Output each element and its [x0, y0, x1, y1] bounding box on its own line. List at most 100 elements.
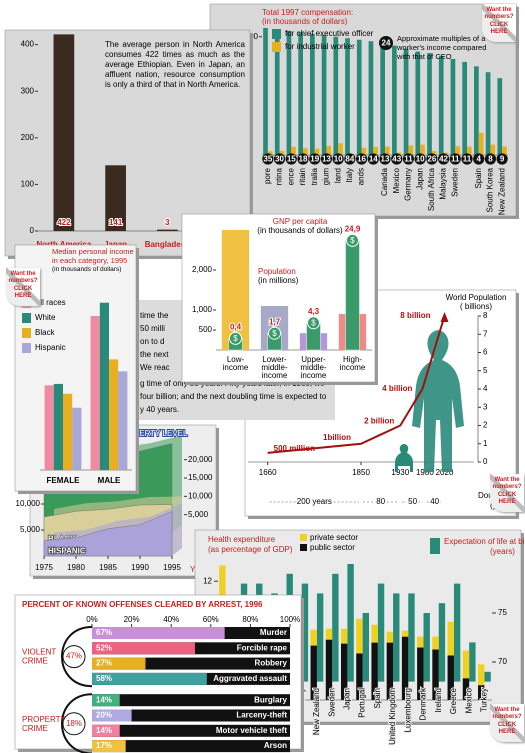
health-bar: [447, 655, 454, 700]
multiple-badge: [309, 153, 321, 165]
value-label: 58%: [96, 674, 112, 683]
bar: [431, 151, 437, 155]
x-tick-label: Spain: [373, 688, 382, 708]
multiple-label: 19: [310, 155, 319, 164]
bar: [326, 145, 332, 155]
doubling-label: 200 years: [297, 497, 332, 506]
paragraph-line: on to d: [140, 337, 164, 346]
bar: [274, 29, 280, 156]
annotation: 500 million: [274, 444, 315, 453]
x-tick-label: Italy: [345, 168, 354, 183]
chart-title: PERCENT OF KNOWN OFFENSES CLEARED BY ARR…: [22, 600, 263, 609]
bar: [474, 66, 479, 155]
bar: [92, 740, 126, 753]
health-bar: [356, 653, 363, 700]
x-tick-label: Greece: [449, 687, 458, 714]
x-tick-label: Japan: [415, 168, 424, 190]
health-bar: [447, 621, 454, 656]
bar: [392, 45, 397, 156]
category-label: Larceny-theft: [236, 711, 287, 720]
chart-title: Health expenditure: [208, 535, 276, 544]
button-link[interactable]: CLICK HERE: [13, 286, 33, 299]
coin-symbol: $: [272, 329, 277, 338]
chart-title: W POVERTY LEVEL: [113, 429, 188, 438]
legend-badge: [379, 36, 393, 50]
x-tick-label: ritain: [298, 168, 307, 185]
gnp-label: 24,9: [345, 225, 361, 234]
bar: [92, 657, 146, 670]
annotation: 8 billion: [400, 311, 430, 320]
multiple-label: 9: [500, 155, 505, 164]
life-bar: [453, 583, 461, 682]
bar: [118, 371, 128, 470]
health-bar: [371, 624, 378, 643]
gnp-label: 0,4: [230, 323, 242, 332]
x-tick-label: New Zealand: [497, 168, 506, 215]
numbers-button[interactable]: Want the numbers? CLICK HERE: [482, 4, 516, 42]
health-bar: [401, 630, 409, 637]
bar: [44, 385, 54, 470]
annotation: 2 billion: [364, 417, 394, 426]
multiple-label: 11: [451, 155, 460, 164]
x-tick-label: 0%: [86, 615, 98, 624]
bar-track: [92, 694, 290, 707]
multiple-badge: [273, 153, 286, 165]
x-tick-label: Denmark: [419, 687, 428, 720]
paragraph-line: the next: [140, 350, 169, 359]
health-bar: [417, 636, 424, 648]
x-tick-label: Canada: [380, 167, 389, 196]
x-tick-label: tralia: [310, 167, 319, 185]
bar: [90, 316, 100, 470]
group-circle: [62, 712, 86, 736]
health-bar: [462, 650, 470, 679]
x-tick-label: Spain: [474, 168, 483, 188]
y-tick-label: 2: [483, 421, 488, 430]
bar: [286, 30, 292, 155]
legend-swatch: [300, 544, 307, 551]
bar: [92, 709, 132, 722]
x-tick-label: Turkey: [479, 688, 488, 712]
doubling-label: 50: [408, 497, 417, 506]
y-tick-label: 1,000: [192, 305, 213, 314]
legend-badge-label: 24: [382, 39, 391, 48]
y-tick-label: 7: [483, 329, 488, 338]
multiple-label: 14: [369, 155, 378, 164]
bar: [455, 146, 460, 155]
legend-swatch: [22, 343, 31, 353]
numbers-button[interactable]: Want the numbers? CLICK HERE: [6, 268, 40, 306]
life-bar: [377, 583, 385, 682]
numbers-button[interactable]: Want the numbers? CLICK HERE: [490, 704, 524, 742]
bar: [298, 32, 303, 155]
multiple-badge: [496, 153, 508, 165]
bar: [53, 34, 75, 231]
bar: [420, 144, 425, 155]
button-link[interactable]: CLICK HERE: [497, 722, 517, 735]
life-bar: [469, 642, 476, 682]
button-link[interactable]: CLICK HERE: [497, 492, 517, 505]
multiple-badge: [355, 153, 368, 165]
bar: [490, 144, 496, 155]
population-subtitle: (in millions): [258, 276, 299, 285]
y-tick-label: 0: [30, 226, 35, 235]
panel: [181, 213, 376, 383]
y-tick-label: 400: [21, 40, 35, 49]
legend-swatch: [272, 29, 281, 39]
health-bar: [401, 636, 409, 700]
multiple-label: 30: [275, 155, 284, 164]
bar: [92, 672, 207, 685]
multiple-badge: [332, 153, 344, 165]
x-tick-label: 40%: [163, 615, 179, 624]
annotation: 1billion: [323, 433, 351, 442]
bar: [467, 146, 472, 155]
button-link[interactable]: CLICK HERE: [489, 22, 509, 35]
multiple-label: 10: [334, 155, 343, 164]
bar: [279, 150, 285, 155]
multiple-badge: [449, 153, 461, 165]
numbers-button[interactable]: Want the numbers? CLICK HERE: [490, 474, 524, 512]
series-label: HISPANIC: [48, 546, 86, 555]
health-bar: [325, 639, 333, 700]
multiple-badge: [297, 153, 309, 165]
value-label: 141: [109, 218, 123, 227]
health-bar: [477, 664, 485, 686]
bar: [427, 53, 432, 155]
